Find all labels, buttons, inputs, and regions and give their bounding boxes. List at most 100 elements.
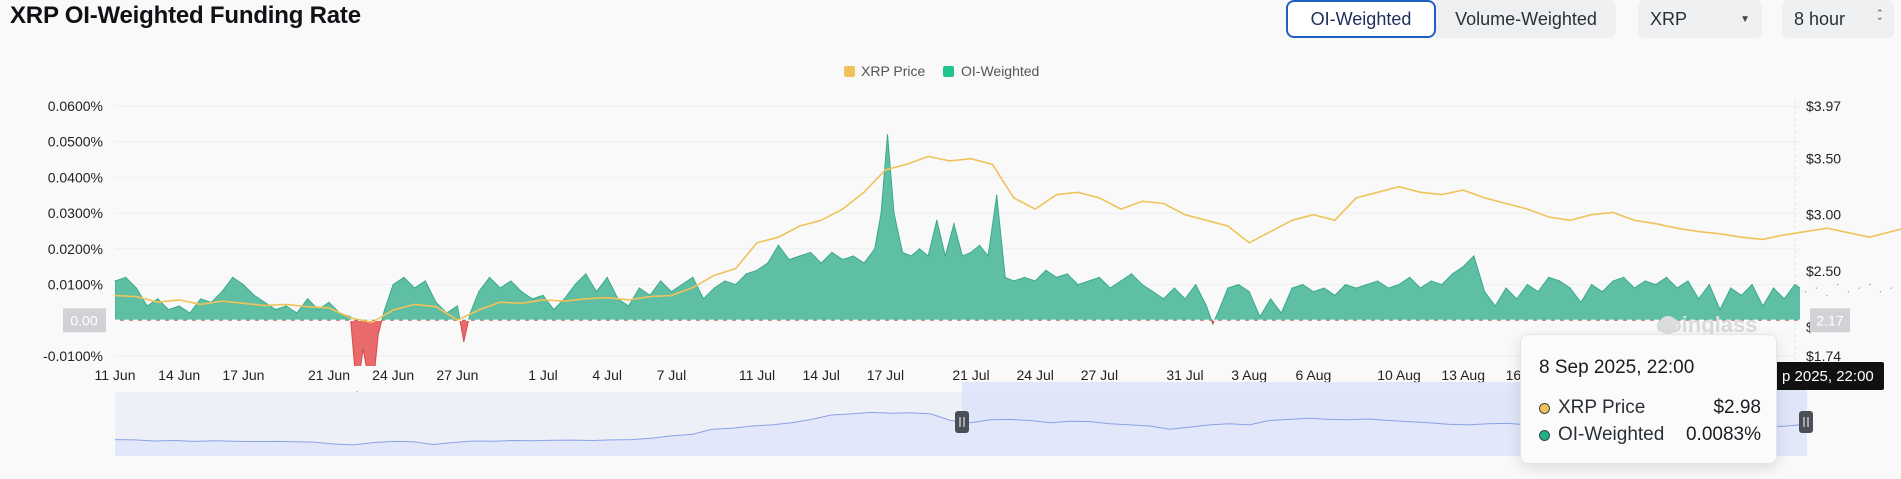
price-point [1312, 214, 1314, 216]
funding-point [264, 301, 266, 303]
asset-select[interactable]: XRP ▼ [1638, 0, 1762, 38]
legend-label-price[interactable]: XRP Price [861, 63, 926, 79]
price-point [178, 299, 180, 301]
funding-point [702, 298, 705, 300]
price-point [1762, 238, 1764, 240]
funding-point [724, 280, 726, 282]
navigator-handle-right[interactable] [1799, 411, 1813, 433]
y-right-tick-label: $3.00 [1806, 207, 1841, 223]
tooltip-title: 8 Sep 2025, 22:00 [1539, 357, 1695, 378]
funding-point [874, 248, 876, 250]
funding-point [1212, 323, 1214, 325]
price-dot-icon [1539, 402, 1550, 414]
tab-oi-weighted[interactable]: OI-Weighted [1286, 0, 1436, 38]
tooltip-row-funding: OI-Weighted 0.0083% [1539, 424, 1761, 446]
price-point [114, 294, 116, 297]
funding-point [1783, 298, 1785, 300]
price-point [756, 242, 758, 244]
funding-point [1869, 284, 1871, 286]
funding-point [146, 305, 148, 307]
navigator-handle-left[interactable] [955, 411, 969, 433]
funding-point [1195, 284, 1197, 286]
price-point [1334, 219, 1336, 221]
x-tick-label: 24 Jun [372, 367, 414, 383]
price-point [970, 158, 972, 160]
funding-point [979, 244, 981, 246]
funding-point [307, 298, 309, 300]
funding-point [1056, 276, 1058, 278]
funding-point [178, 305, 180, 307]
funding-point [585, 273, 587, 275]
price-point [884, 169, 887, 171]
price-point [478, 309, 480, 311]
funding-point [1612, 280, 1614, 282]
funding-point [831, 251, 833, 253]
funding-point [880, 212, 882, 214]
funding-point [1398, 284, 1400, 286]
funding-point [1580, 301, 1582, 303]
funding-point [1004, 276, 1006, 278]
y-right-tick-label: $2.50 [1806, 263, 1841, 279]
price-point [157, 301, 159, 303]
funding-point [1644, 280, 1646, 282]
funding-point [1687, 280, 1689, 282]
funding-point [1218, 309, 1220, 311]
funding-point [1665, 276, 1668, 278]
legend-label-funding[interactable]: OI-Weighted [961, 63, 1039, 79]
funding-point [1676, 287, 1678, 289]
funding-point [1109, 287, 1111, 289]
price-point [414, 303, 416, 305]
price-point [499, 301, 501, 303]
funding-point [1505, 287, 1507, 289]
price-point [906, 163, 908, 165]
funding-point [356, 391, 358, 393]
funding-point [1130, 273, 1133, 275]
price-point [1526, 208, 1528, 210]
funding-point [349, 316, 351, 318]
y-right-tick-label: $2.00 [1806, 319, 1841, 335]
tooltip-row-price: XRP Price $2.98 [1539, 397, 1761, 419]
funding-point [463, 341, 465, 343]
y-left-tick-label: 0.0400% [48, 169, 103, 185]
funding-point [910, 255, 912, 257]
funding-point [1740, 294, 1742, 296]
grid-lines [115, 100, 1800, 360]
price-point [1248, 242, 1250, 244]
price-point [1612, 211, 1614, 214]
x-tick-label: 27 Jul [1081, 367, 1118, 383]
y-left-tick-label: 0.0600% [48, 98, 103, 114]
crosshair-right-label-bg [1810, 308, 1850, 333]
price-point [670, 294, 673, 297]
x-tick-label: 17 Jul [867, 367, 904, 383]
funding-point [1098, 276, 1100, 278]
funding-point [1762, 305, 1764, 307]
y-axis-left: 0.0600% 0.0500% 0.0400% 0.0300% 0.0200% 0.010… [43, 98, 103, 364]
y-right-tick-label: $3.97 [1806, 98, 1841, 114]
x-tick-label: 7 Jul [657, 367, 687, 383]
funding-point [285, 305, 287, 307]
price-point [1184, 214, 1186, 216]
price-point [1655, 223, 1657, 225]
funding-point [377, 334, 379, 336]
funding-point [927, 255, 929, 257]
funding-point [1163, 298, 1165, 300]
funding-point [403, 276, 405, 278]
tooltip-value-price: $2.98 [1713, 397, 1761, 418]
funding-point [1815, 287, 1817, 289]
chart-tooltip: 8 Sep 2025, 22:00 XRP Price $2.98 OI-Wei… [1520, 334, 1777, 464]
tab-volume-weighted[interactable]: Volume-Weighted [1436, 0, 1616, 38]
price-point [863, 191, 865, 193]
price-point [927, 155, 929, 157]
funding-point [970, 251, 972, 253]
price-point [735, 268, 737, 270]
funding-point [274, 309, 277, 311]
funding-point [893, 212, 895, 214]
funding-point [296, 312, 298, 314]
funding-point [478, 291, 480, 293]
x-tick-label: 17 Jun [222, 367, 264, 383]
asset-select-value: XRP [1650, 8, 1688, 29]
funding-point [414, 287, 416, 289]
price-point [1291, 219, 1293, 221]
price-point [799, 225, 801, 227]
